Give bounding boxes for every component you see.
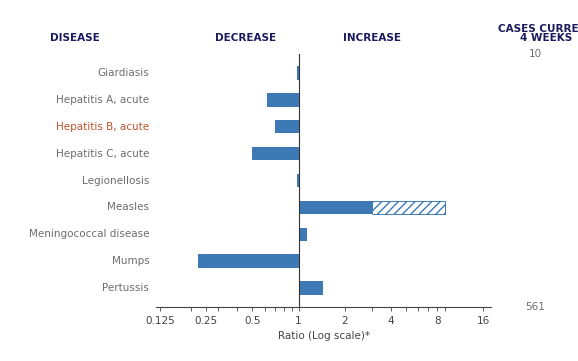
Bar: [198, 255, 299, 268]
Text: Meningococcal disease: Meningococcal disease: [29, 229, 149, 239]
Bar: [275, 120, 299, 134]
Bar: [297, 174, 299, 187]
Text: CASES CURRENT: CASES CURRENT: [498, 24, 578, 34]
Text: Legionellosis: Legionellosis: [82, 175, 149, 186]
Bar: [299, 281, 323, 295]
Bar: [299, 201, 372, 214]
Text: 4 WEEKS: 4 WEEKS: [520, 33, 572, 43]
Text: 10: 10: [528, 49, 542, 59]
Bar: [299, 227, 307, 241]
Bar: [372, 201, 445, 214]
Text: INCREASE: INCREASE: [343, 33, 401, 43]
Bar: [297, 66, 299, 80]
Bar: [266, 93, 299, 106]
Text: Hepatitis C, acute: Hepatitis C, acute: [56, 149, 149, 158]
Text: Pertussis: Pertussis: [102, 283, 149, 293]
Text: Hepatitis B, acute: Hepatitis B, acute: [56, 122, 149, 132]
Bar: [253, 147, 299, 160]
X-axis label: Ratio (Log scale)*: Ratio (Log scale)*: [277, 331, 370, 342]
Text: Mumps: Mumps: [112, 256, 149, 266]
Text: Giardiasis: Giardiasis: [98, 68, 149, 78]
Text: Hepatitis A, acute: Hepatitis A, acute: [56, 95, 149, 105]
Text: DISEASE: DISEASE: [50, 33, 100, 43]
Text: 561: 561: [525, 302, 545, 312]
Text: DECREASE: DECREASE: [215, 33, 276, 43]
Text: Measles: Measles: [108, 203, 149, 212]
